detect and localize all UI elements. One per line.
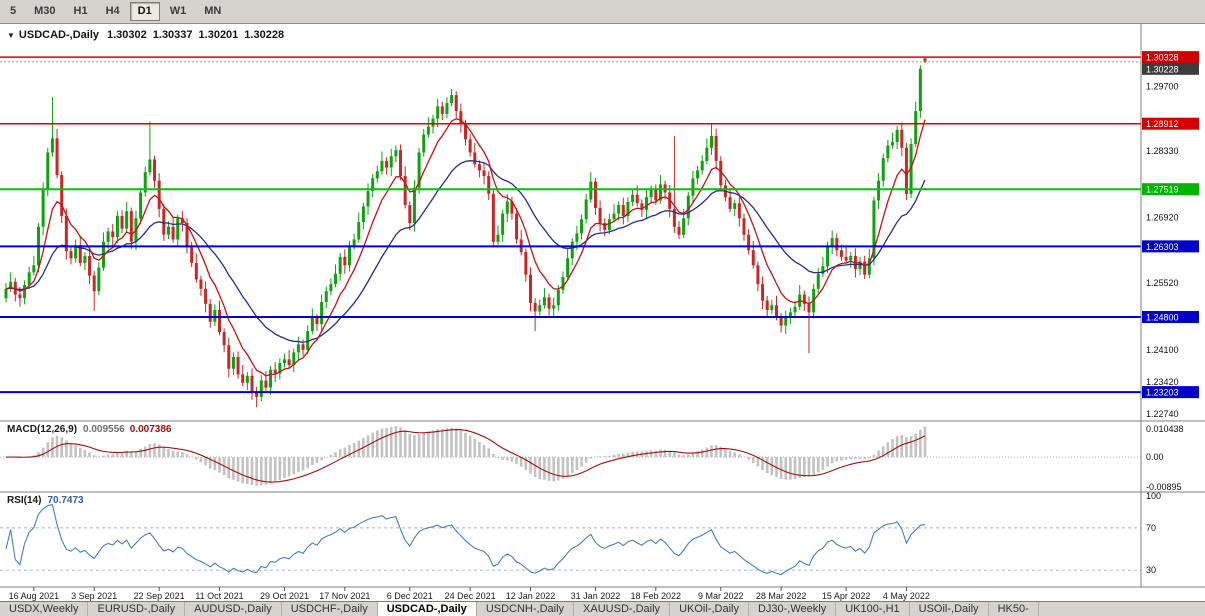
tab-usoil-daily[interactable]: USOil-,Daily — [910, 602, 989, 616]
price-badge-label: 1.27519 — [1146, 185, 1179, 195]
tab-uk100-h1[interactable]: UK100-,H1 — [836, 602, 910, 616]
symbol-dropdown-icon[interactable]: ▼ — [7, 30, 15, 40]
price-badge — [1142, 183, 1199, 196]
price-tick-label: 1.24100 — [1146, 345, 1179, 355]
price-badge — [1142, 311, 1199, 324]
price-tick-label: 1.28330 — [1146, 146, 1179, 156]
svg-text:100: 100 — [1146, 491, 1161, 501]
date-label: 6 Dec 2021 — [387, 591, 433, 601]
svg-text:70: 70 — [1146, 523, 1156, 533]
tab-usdchf-daily[interactable]: USDCHF-,Daily — [282, 602, 378, 616]
price-tick-label: 1.29700 — [1146, 82, 1179, 92]
tab-hk50[interactable]: HK50- — [989, 602, 1039, 616]
price-badge-label: 1.23203 — [1146, 388, 1179, 398]
timeframe-button-h4[interactable]: H4 — [105, 5, 120, 17]
tab-usdcad-daily[interactable]: USDCAD-,Daily — [377, 602, 477, 616]
date-label: 31 Jan 2022 — [571, 591, 621, 601]
date-label: 16 Aug 2021 — [9, 591, 60, 601]
chart-canvas[interactable]: 1.29700 1.28330 1.26920 1.25520 1.24100 1.234… — [0, 24, 1205, 601]
price-badge — [1142, 117, 1199, 130]
svg-text:30: 30 — [1146, 565, 1156, 575]
price-badge-label: 1.26303 — [1146, 242, 1179, 252]
tab-usdx-weekly[interactable]: USDX,Weekly — [0, 602, 89, 616]
svg-text:-0.00895: -0.00895 — [1146, 482, 1182, 492]
date-label: 11 Oct 2021 — [195, 591, 243, 601]
tab-audusd-daily[interactable]: AUDUSD-,Daily — [185, 602, 282, 616]
price-badge — [1142, 240, 1199, 253]
tab-xauusd-daily[interactable]: XAUUSD-,Daily — [574, 602, 671, 616]
tab-usdcnh-daily[interactable]: USDCNH-,Daily — [477, 602, 575, 616]
price-badge — [1142, 62, 1199, 75]
price-badge-label: 1.30228 — [1146, 64, 1179, 74]
chart-background — [0, 24, 1205, 601]
price-badge-label: 1.28912 — [1146, 119, 1179, 129]
timeframe-button-m30[interactable]: M30 — [34, 5, 56, 17]
date-label: 4 May 2022 — [883, 591, 930, 601]
timeframe-button-w1[interactable]: W1 — [169, 5, 187, 17]
price-badge-label: 1.30328 — [1146, 53, 1179, 63]
tab-dj30-weekly[interactable]: DJ30-,Weekly — [749, 602, 837, 616]
date-label: 29 Oct 2021 — [260, 591, 309, 601]
chart-tab-bar: USDX,Weekly EURUSD-,Daily AUDUSD-,Daily USD… — [0, 601, 1205, 616]
price-badge — [1142, 386, 1199, 399]
price-tick-label: 1.23420 — [1146, 377, 1179, 387]
price-tick-label: 1.25520 — [1146, 278, 1179, 288]
date-label: 24 Dec 2021 — [445, 591, 496, 601]
date-label: 18 Feb 2022 — [631, 591, 682, 601]
timeframe-button-mn[interactable]: MN — [204, 5, 222, 17]
price-tick-label: 1.22740 — [1146, 409, 1179, 419]
timeframe-button-h1[interactable]: H1 — [73, 5, 88, 17]
price-tick-label: 1.26920 — [1146, 212, 1179, 222]
price-badge — [1142, 51, 1199, 64]
date-label: 28 Mar 2022 — [756, 591, 807, 601]
date-label: 12 Jan 2022 — [506, 591, 556, 601]
date-label: 15 Apr 2022 — [822, 591, 871, 601]
chart-window: 1.29700 1.28330 1.26920 1.25520 1.24100 1.234… — [0, 24, 1205, 601]
date-label: 22 Sep 2021 — [134, 591, 185, 601]
timeframe-button-d1[interactable]: D1 — [129, 2, 160, 21]
date-label: 3 Sep 2021 — [71, 591, 117, 601]
date-label: 9 Mar 2022 — [698, 591, 744, 601]
timeframe-button-5[interactable]: 5 — [10, 5, 17, 17]
tab-eurusd-daily[interactable]: EURUSD-,Daily — [88, 602, 186, 616]
svg-text:0.010438: 0.010438 — [1146, 424, 1184, 434]
date-label: 17 Nov 2021 — [319, 591, 370, 601]
svg-text:0.00: 0.00 — [1146, 452, 1164, 462]
price-badge-label: 1.24800 — [1146, 313, 1179, 323]
timeframe-toolbar: 5 M30 H1 H4 D1 W1 MN — [0, 0, 1205, 24]
tab-ukoil-daily[interactable]: UKOil-,Daily — [670, 602, 749, 616]
